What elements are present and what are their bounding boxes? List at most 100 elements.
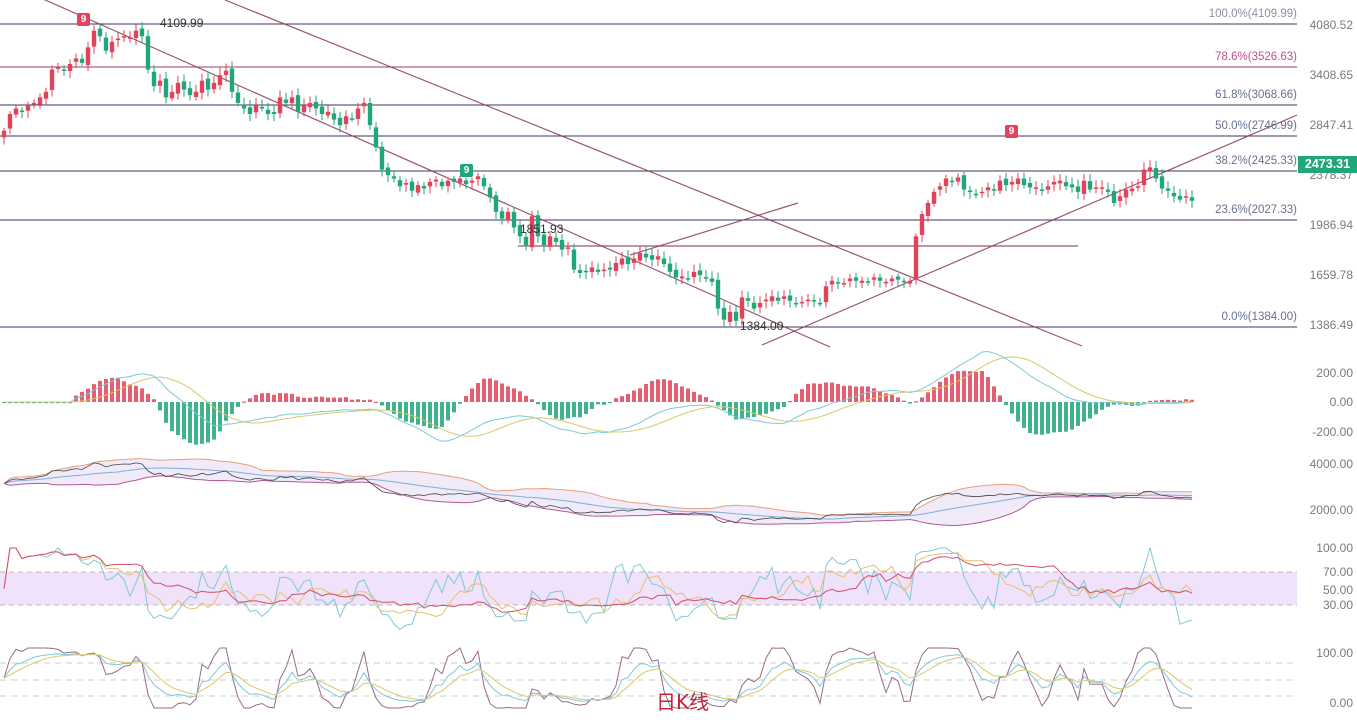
candle-body	[529, 216, 535, 248]
macd-bar	[1004, 402, 1008, 405]
candle-body	[469, 180, 475, 183]
candle-body	[109, 41, 115, 53]
candle-body	[1159, 176, 1165, 189]
macd-bar	[44, 402, 48, 404]
signal-marker-icon[interactable]: 9	[460, 164, 473, 177]
candle-body	[19, 110, 25, 113]
candle-body	[715, 279, 721, 309]
candle-body	[1117, 196, 1123, 201]
macd-bar	[170, 402, 174, 432]
macd-bar	[434, 402, 438, 429]
candle-body	[1057, 180, 1063, 184]
macd-bar	[872, 388, 876, 402]
candle-body	[1069, 184, 1075, 188]
macd-bar	[410, 402, 414, 423]
macd-bar	[590, 402, 594, 409]
macd-bar	[884, 393, 888, 402]
macd-axis-tick: 200.00	[1316, 366, 1353, 380]
candle-body	[1, 130, 7, 138]
candle-body	[625, 256, 631, 265]
candle-body	[955, 177, 961, 182]
kdj-j-line	[3, 647, 1192, 709]
candle-body	[235, 92, 241, 103]
price-axis-tick: 1659.78	[1309, 268, 1353, 282]
candle-body	[1027, 182, 1033, 188]
candle-body	[295, 95, 301, 112]
candle-body	[1099, 187, 1105, 189]
candle-body	[547, 236, 553, 247]
macd-bar	[584, 402, 588, 414]
candle-body	[541, 234, 547, 246]
candle-body	[37, 97, 43, 105]
candle-body	[187, 88, 193, 96]
candle-body	[289, 97, 295, 104]
macd-bar	[1076, 402, 1080, 426]
signal-marker-icon[interactable]: 9	[1005, 125, 1018, 138]
candle-body	[457, 178, 463, 183]
macd-bar	[836, 383, 840, 402]
macd-bar	[968, 371, 972, 402]
macd-bar	[428, 402, 432, 428]
macd-bar	[230, 402, 234, 414]
candle-body	[607, 267, 613, 270]
macd-bar	[530, 399, 534, 402]
macd-bar	[266, 393, 270, 402]
candle-body	[241, 104, 247, 109]
candle-body	[451, 178, 457, 182]
candle-body	[91, 30, 97, 47]
signal-marker-icon[interactable]: 9	[77, 13, 90, 26]
macd-bar	[848, 385, 852, 402]
macd-bar	[344, 397, 348, 402]
macd-bar	[422, 402, 426, 427]
macd-bar	[1178, 400, 1182, 402]
price-annotation: 4109.99	[160, 16, 204, 30]
candle-body	[433, 179, 439, 182]
macd-bar	[1058, 402, 1062, 433]
rsi-axis-tick: 70.00	[1322, 565, 1353, 579]
price-axis-tick: 3408.65	[1309, 68, 1353, 82]
macd-bar	[818, 383, 822, 402]
candle-body	[7, 114, 13, 129]
macd-bar	[1154, 400, 1158, 402]
candle-body	[1135, 186, 1141, 188]
macd-bar	[812, 383, 816, 402]
candle-body	[925, 202, 931, 216]
candle-body	[847, 278, 853, 282]
macd-bar	[476, 383, 480, 402]
candle-body	[757, 302, 763, 308]
candle-body	[139, 28, 145, 37]
macd-bar	[2, 402, 6, 404]
macd-bar	[140, 388, 144, 402]
macd-bar	[692, 391, 696, 402]
candle-body	[823, 286, 829, 303]
candle-body	[337, 117, 343, 126]
candle-body	[151, 71, 157, 87]
macd-bar	[806, 383, 810, 402]
macd-bar	[194, 402, 198, 445]
macd-bar	[554, 402, 558, 419]
candle-body	[1093, 187, 1099, 189]
candle-body	[739, 297, 745, 319]
macd-bar	[326, 397, 330, 402]
chart-caption: 日K线	[656, 690, 710, 714]
candle-body	[1051, 181, 1057, 185]
macd-bar	[998, 395, 1002, 402]
candle-body	[1177, 195, 1183, 200]
candle-body	[655, 256, 661, 260]
candle-body	[1153, 168, 1159, 179]
macd-bar	[788, 401, 792, 403]
macd-bar	[488, 378, 492, 402]
trendline	[224, 0, 1083, 347]
macd-bar	[122, 381, 126, 402]
macd-bar	[416, 402, 420, 425]
candle-body	[727, 311, 733, 322]
candle-body	[865, 281, 871, 283]
macd-bar	[944, 377, 948, 402]
macd-bar	[560, 402, 564, 420]
candle-body	[331, 113, 337, 120]
current-price-tag: 2473.31	[1298, 156, 1357, 173]
macd-bar	[1142, 402, 1146, 404]
macd-bar	[1094, 402, 1098, 415]
